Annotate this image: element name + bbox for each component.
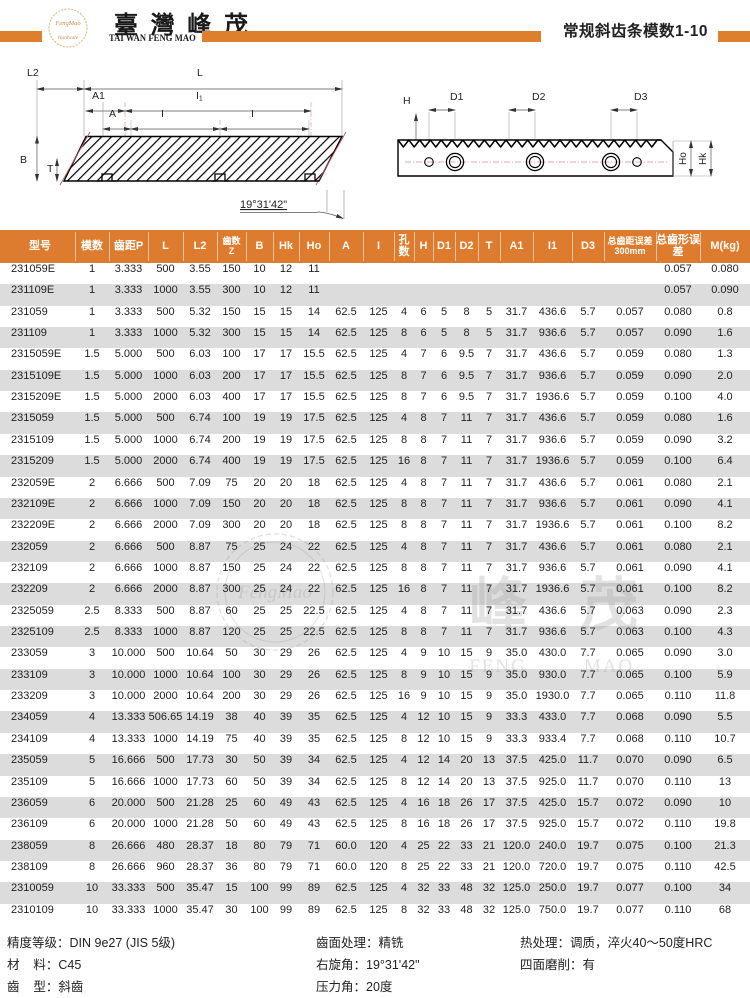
svg-text:FengMao: FengMao xyxy=(54,20,81,27)
svg-text:Hardware: Hardware xyxy=(57,36,79,41)
